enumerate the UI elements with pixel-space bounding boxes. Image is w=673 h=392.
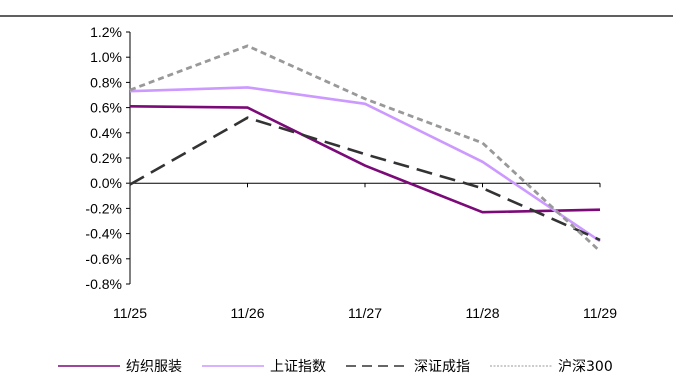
y-tick-label: -0.8% xyxy=(85,276,122,292)
plot-area xyxy=(129,44,601,253)
y-tick-label: 0.4% xyxy=(90,125,122,141)
y-tick-label: 0.2% xyxy=(90,150,122,166)
series-line-3 xyxy=(129,116,601,242)
legend-label-2: 上证指数 xyxy=(270,359,326,375)
y-tick-label: -0.2% xyxy=(85,200,122,216)
y-tick-label: 0.6% xyxy=(90,100,122,116)
x-tick-label: 11/29 xyxy=(583,305,617,321)
y-tick-label: -0.4% xyxy=(85,226,122,242)
y-tick-label: 0.0% xyxy=(90,175,122,191)
x-tick-label: 11/26 xyxy=(231,305,265,321)
y-tick-label: 1.0% xyxy=(90,49,122,65)
x-tick-label: 11/27 xyxy=(348,305,382,321)
x-tick-label: 11/25 xyxy=(113,305,147,321)
legend-label-3: 深证成指 xyxy=(414,359,470,375)
y-tick-label: 1.2% xyxy=(90,24,122,40)
legend-label-4: 沪深300 xyxy=(558,359,613,375)
x-axis: 11/25 11/26 11/27 11/28 11/29 xyxy=(113,182,617,321)
series-line-4 xyxy=(129,44,601,253)
x-tick-label: 11/28 xyxy=(466,305,500,321)
legend: 纺织服装 上证指数 深证成指 沪深300 xyxy=(58,359,613,375)
y-axis: 1.2% 1.0% 0.8% 0.6% 0.4% 0.2% 0.0% -0.2% -0.4% -0… xyxy=(85,24,131,292)
y-tick-label: -0.6% xyxy=(85,251,122,267)
legend-label-1: 纺织服装 xyxy=(126,359,182,375)
y-tick-label: 0.8% xyxy=(90,74,122,90)
series-line-1 xyxy=(129,105,601,214)
